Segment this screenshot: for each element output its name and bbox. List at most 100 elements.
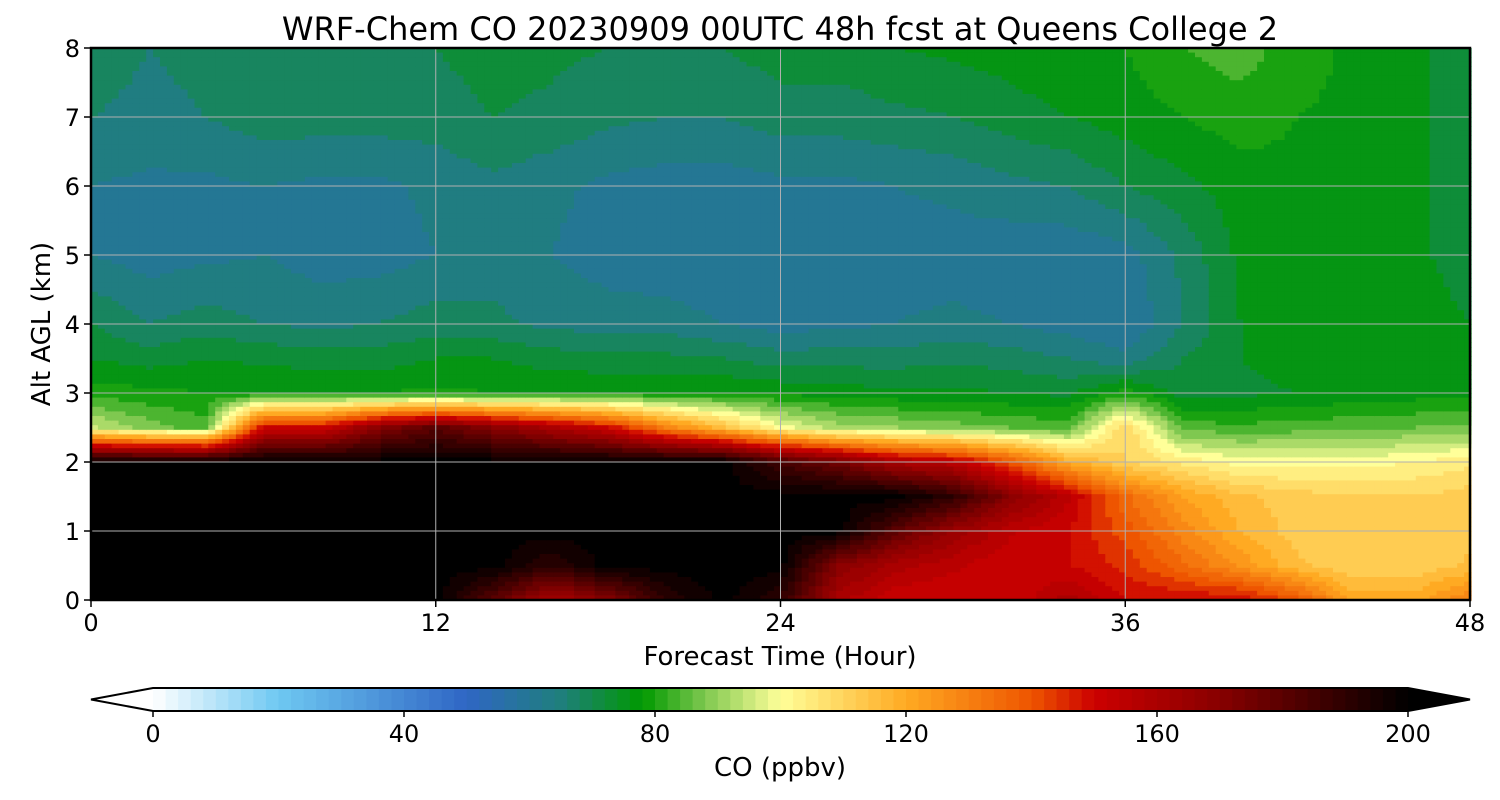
contour-cell (249, 429, 258, 435)
contour-cell (332, 259, 340, 265)
contour-cell (139, 241, 147, 247)
contour-cell (118, 365, 127, 371)
contour-cell (146, 526, 154, 532)
contour-cell (360, 549, 368, 555)
contour-cell (153, 140, 161, 146)
contour-cell (332, 117, 340, 123)
contour-cell (249, 98, 258, 104)
contour-cell (187, 393, 196, 399)
contour-cell (353, 117, 361, 123)
contour-cell (346, 117, 354, 123)
contour-cell (97, 324, 106, 330)
contour-cell (91, 112, 99, 118)
contour-cell (325, 558, 334, 564)
contour-cell (139, 466, 147, 472)
contour-cell (201, 75, 209, 81)
contour-cell (318, 291, 327, 297)
contour-cell (256, 466, 265, 472)
contour-cell (235, 370, 244, 376)
contour-cell (318, 112, 327, 118)
contour-cell (194, 411, 202, 417)
contour-cell (132, 379, 140, 385)
contour-cell (339, 462, 347, 468)
contour-cell (304, 107, 313, 113)
contour-cell (311, 521, 320, 527)
contour-cell (173, 365, 182, 371)
contour-cell (229, 411, 237, 417)
contour-cell (215, 563, 223, 569)
contour-cell (153, 204, 161, 210)
contour-cell (153, 57, 161, 63)
contour-cell (304, 466, 313, 472)
contour-cell (153, 273, 161, 279)
contour-cell (132, 89, 140, 95)
contour-cell (291, 517, 299, 523)
contour-cell (222, 388, 230, 394)
contour-cell (277, 365, 285, 371)
contour-cell (222, 439, 230, 445)
contour-cell (173, 457, 182, 463)
contour-cell (346, 61, 354, 67)
contour-cell (332, 572, 340, 578)
contour-cell (91, 434, 99, 440)
contour-cell (91, 572, 99, 578)
contour-cell (132, 383, 140, 389)
contour-cell (153, 71, 161, 77)
contour-cell (222, 471, 230, 477)
contour-cell (139, 443, 147, 449)
contour-cell (139, 287, 147, 293)
contour-cell (256, 57, 265, 63)
contour-cell (201, 498, 209, 504)
contour-cell (215, 250, 223, 256)
contour-cell (242, 498, 251, 504)
contour-cell (339, 512, 347, 518)
contour-cell (332, 416, 340, 422)
contour-cell (284, 383, 292, 389)
contour-cell (160, 314, 168, 320)
contour-cell (97, 227, 106, 233)
contour-cell (180, 512, 189, 518)
contour-cell (201, 291, 209, 297)
contour-cell (353, 462, 361, 468)
contour-cell (242, 195, 251, 201)
contour-cell (360, 554, 368, 560)
contour-cell (249, 420, 258, 426)
contour-cell (249, 324, 258, 330)
contour-cell (339, 554, 347, 560)
contour-cell (97, 590, 106, 596)
contour-cell (173, 80, 182, 86)
contour-cell (229, 489, 237, 495)
contour-cell (353, 324, 361, 330)
contour-cell (284, 80, 292, 86)
contour-cell (256, 586, 265, 592)
contour-cell (97, 66, 106, 72)
contour-cell (263, 135, 271, 141)
contour-cell (111, 429, 120, 435)
contour-cell (304, 314, 313, 320)
contour-cell (153, 163, 161, 169)
contour-cell (298, 374, 306, 380)
contour-cell (111, 218, 120, 224)
contour-cell (311, 121, 320, 127)
contour-cell (97, 549, 106, 555)
contour-cell (215, 305, 223, 311)
contour-cell (139, 535, 147, 541)
contour-cell (298, 213, 306, 219)
contour-cell (104, 52, 113, 58)
contour-cell (311, 356, 320, 362)
contour-cell (304, 581, 313, 587)
contour-cell (367, 158, 375, 164)
contour-cell (215, 195, 223, 201)
contour-cell (104, 103, 113, 109)
contour-cell (263, 268, 271, 274)
contour-cell (332, 397, 340, 403)
contour-cell (160, 397, 168, 403)
contour-cell (139, 61, 147, 67)
contour-cell (215, 567, 223, 573)
contour-cell (270, 388, 278, 394)
contour-cell (208, 218, 216, 224)
contour-cell (373, 84, 382, 90)
contour-cell (318, 199, 327, 205)
contour-cell (353, 236, 361, 242)
contour-cell (111, 98, 120, 104)
